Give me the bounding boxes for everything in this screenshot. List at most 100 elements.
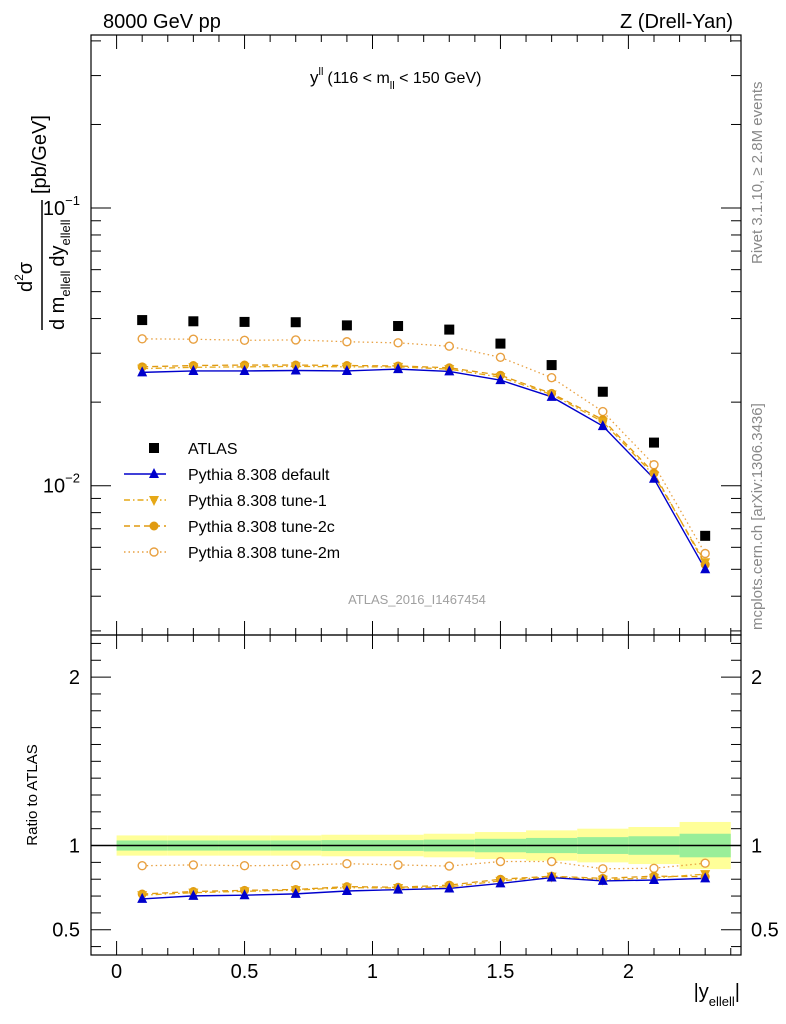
atlas-data-point xyxy=(341,320,352,331)
data-point xyxy=(341,364,352,375)
data-point xyxy=(700,558,711,569)
ratio-y-tick-label-right: 2 xyxy=(751,667,762,689)
ratio-y-tick-label: 1 xyxy=(69,836,80,858)
data-point xyxy=(598,406,608,417)
data-point xyxy=(137,334,147,344)
ratio-point xyxy=(188,889,199,900)
data-point xyxy=(700,548,710,559)
y-tick-label: 10−1 xyxy=(43,193,80,220)
ratio-point xyxy=(342,859,352,869)
data-point xyxy=(239,364,250,375)
ratio-point xyxy=(495,856,506,867)
ratio-point xyxy=(598,864,608,874)
ratio-point xyxy=(700,872,711,883)
ratio-point xyxy=(597,874,608,885)
data-point xyxy=(188,334,199,344)
ratio-point xyxy=(444,861,454,871)
atlas-data-point xyxy=(648,437,659,448)
mcplots-label: mcplots.cern.ch [arXiv:1306.3436] xyxy=(749,403,766,630)
ratio-point xyxy=(444,882,455,893)
ratio-point xyxy=(393,883,404,894)
data-point xyxy=(137,366,148,377)
atlas-data-point xyxy=(188,316,199,327)
atlas-data-point xyxy=(597,386,608,397)
series-line-main xyxy=(142,368,706,570)
series-line-ratio xyxy=(142,875,706,895)
ratio-y-tick-label-right: 0.5 xyxy=(751,920,779,942)
data-point xyxy=(444,365,455,376)
ratio-uncertainty-bands xyxy=(91,821,741,870)
data-point xyxy=(444,341,454,351)
analysis-watermark: ATLAS_2016_I1467454 xyxy=(348,592,486,607)
atlas-data-point xyxy=(393,321,404,332)
x-tick-label: 1.5 xyxy=(487,961,515,983)
atlas-data-point xyxy=(546,360,557,371)
data-point xyxy=(495,352,506,363)
header-left: 8000 GeV pp xyxy=(103,11,221,33)
ratio-y-tick-label: 0.5 xyxy=(52,920,80,942)
atlas-data-point xyxy=(137,315,148,326)
data-point xyxy=(188,364,199,375)
y-label-denominator: d mellelldyellell xyxy=(47,219,73,330)
x-axis-label: |yellell| xyxy=(694,981,740,1009)
axes-ticks: 0 0.5 1 1.5 2 10−1 10−2 0.5 0.5 1 1 2 2 xyxy=(43,35,779,983)
data-point xyxy=(597,420,608,431)
legend: ATLAS Pythia 8.308 default Pythia 8.308 tu… xyxy=(124,441,340,562)
atlas-data-point xyxy=(290,317,301,328)
ratio-point xyxy=(239,889,250,900)
x-tick-label: 0 xyxy=(111,961,122,983)
header-right: Z (Drell-Yan) xyxy=(620,11,733,33)
ratio-point xyxy=(648,874,659,885)
legend-label: Pythia 8.308 tune-2m xyxy=(188,545,340,562)
main-y-axis-label: d2σ d mellelldyellell [pb/GeV] xyxy=(12,115,73,330)
ratio-point xyxy=(341,885,352,895)
data-point xyxy=(393,338,403,348)
ratio-point xyxy=(649,863,659,873)
x-tick-label: 2 xyxy=(623,961,634,983)
ratio-point xyxy=(495,877,506,888)
x-tick-label: 0.5 xyxy=(231,961,259,983)
ratio-point xyxy=(239,861,250,871)
data-point xyxy=(649,460,659,470)
ratio-point xyxy=(393,860,403,870)
y-label-numerator: d2σ xyxy=(12,261,37,292)
y-label-unit: [pb/GeV] xyxy=(29,115,51,194)
legend-label: Pythia 8.308 tune-2c xyxy=(188,519,335,536)
ratio-point xyxy=(291,860,301,870)
ratio-point xyxy=(290,887,301,898)
data-point xyxy=(700,563,711,574)
legend-marker xyxy=(149,468,159,478)
legend-marker xyxy=(149,547,159,557)
ratio-y-axis-label: Ratio to ATLAS xyxy=(24,744,41,845)
data-point xyxy=(290,364,301,375)
ratio-y-tick-label-right: 1 xyxy=(751,836,762,858)
series-line-ratio xyxy=(142,876,706,900)
main-title: yll (116 < mll < 150 GeV) xyxy=(310,66,481,92)
data-point xyxy=(546,390,557,401)
x-tick-label: 1 xyxy=(367,961,378,983)
data-point xyxy=(342,337,352,347)
legend-marker xyxy=(149,496,159,506)
atlas-data-point xyxy=(495,338,506,349)
legend-label: Pythia 8.308 default xyxy=(188,467,330,484)
ratio-point xyxy=(546,871,557,882)
legend-label: ATLAS xyxy=(188,441,238,458)
legend-marker xyxy=(149,521,159,531)
atlas-data-point xyxy=(239,316,250,327)
series-line-main xyxy=(142,364,706,565)
ratio-point xyxy=(137,861,147,871)
legend-marker xyxy=(149,443,159,453)
data-point xyxy=(393,363,404,374)
data-point xyxy=(495,374,506,385)
data-point xyxy=(546,372,557,383)
ratio-point xyxy=(137,892,148,903)
data-point xyxy=(239,335,250,345)
atlas-data-point xyxy=(444,324,455,335)
legend-label: Pythia 8.308 tune-1 xyxy=(188,493,327,510)
data-series xyxy=(137,315,711,903)
ratio-point xyxy=(700,858,710,868)
data-point xyxy=(291,335,301,345)
atlas-data-point xyxy=(700,530,711,541)
